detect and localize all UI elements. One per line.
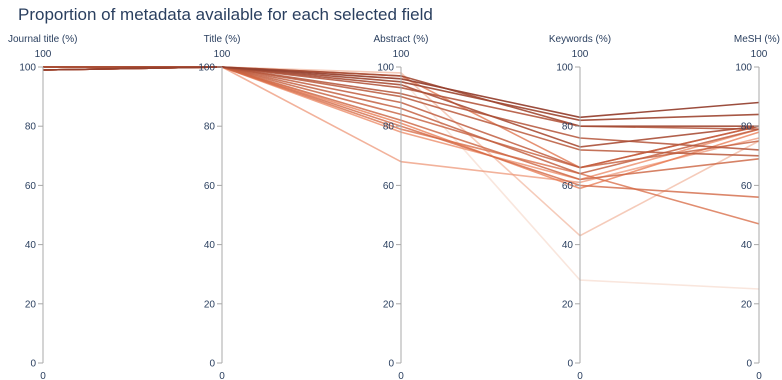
range-max-label: 100 bbox=[35, 49, 52, 60]
tick-label: 20 bbox=[741, 299, 753, 310]
tick-label: 20 bbox=[383, 299, 395, 310]
tick-label: 60 bbox=[204, 181, 216, 192]
chart-title: Proportion of metadata available for eac… bbox=[18, 5, 433, 24]
tick-label: 20 bbox=[25, 299, 37, 310]
dimension-label: Keywords (%) bbox=[549, 34, 611, 45]
tick-label: 40 bbox=[204, 240, 216, 251]
tick-label: 80 bbox=[383, 122, 395, 133]
tick-label: 100 bbox=[19, 63, 36, 74]
tick-label: 60 bbox=[741, 181, 753, 192]
tick-label: 0 bbox=[209, 359, 215, 370]
dimension-axis: Keywords (%) 100 00 20 40 60 80 100 bbox=[549, 34, 611, 380]
tick-label: 20 bbox=[204, 299, 216, 310]
tick-label: 100 bbox=[377, 63, 394, 74]
tick-label: 0 bbox=[746, 359, 752, 370]
dimension-label: Title (%) bbox=[204, 34, 241, 45]
tick-label: 0 bbox=[30, 359, 36, 370]
dimension-axis: Abstract (%) 100 00 20 40 60 80 100 bbox=[373, 34, 428, 380]
tick-label: 80 bbox=[204, 122, 216, 133]
range-min-label: 0 bbox=[40, 371, 46, 380]
range-max-label: 100 bbox=[751, 49, 768, 60]
tick-label: 0 bbox=[567, 359, 573, 370]
tick-label: 40 bbox=[25, 240, 37, 251]
tick-label: 60 bbox=[383, 181, 395, 192]
range-min-label: 0 bbox=[756, 371, 762, 380]
tick-label: 40 bbox=[741, 240, 753, 251]
tick-label: 20 bbox=[562, 299, 574, 310]
range-max-label: 100 bbox=[572, 49, 589, 60]
tick-label: 40 bbox=[383, 240, 395, 251]
range-min-label: 0 bbox=[577, 371, 583, 380]
dimension-axis: MeSH (%) 100 00 20 40 60 80 100 bbox=[734, 34, 780, 380]
tick-label: 80 bbox=[741, 122, 753, 133]
tick-label: 0 bbox=[388, 359, 394, 370]
dimension-axis: Journal title (%) 100 00 20 40 60 80 100 bbox=[8, 34, 77, 380]
tick-label: 100 bbox=[198, 63, 215, 74]
tick-label: 60 bbox=[562, 181, 574, 192]
range-max-label: 100 bbox=[214, 49, 231, 60]
dimension-label: MeSH (%) bbox=[734, 34, 780, 45]
range-min-label: 0 bbox=[398, 371, 404, 380]
dimension-label: Abstract (%) bbox=[373, 34, 428, 45]
dimension-axis: Title (%) 100 00 20 40 60 80 100 bbox=[198, 34, 240, 380]
tick-label: 100 bbox=[735, 63, 752, 74]
tick-label: 80 bbox=[25, 122, 37, 133]
range-max-label: 100 bbox=[393, 49, 410, 60]
tick-label: 100 bbox=[556, 63, 573, 74]
tick-label: 80 bbox=[562, 122, 574, 133]
range-min-label: 0 bbox=[219, 371, 225, 380]
tick-label: 60 bbox=[25, 181, 37, 192]
tick-label: 40 bbox=[562, 240, 574, 251]
dimension-label: Journal title (%) bbox=[8, 34, 77, 45]
